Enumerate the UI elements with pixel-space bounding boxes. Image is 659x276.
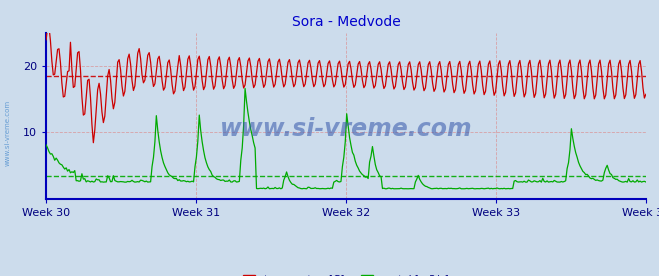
Text: www.si-vreme.com: www.si-vreme.com	[5, 99, 11, 166]
Text: www.si-vreme.com: www.si-vreme.com	[219, 117, 473, 141]
Title: Sora - Medvode: Sora - Medvode	[291, 15, 401, 29]
Legend: temperatura[C], pretok[m3/s]: temperatura[C], pretok[m3/s]	[239, 271, 453, 276]
